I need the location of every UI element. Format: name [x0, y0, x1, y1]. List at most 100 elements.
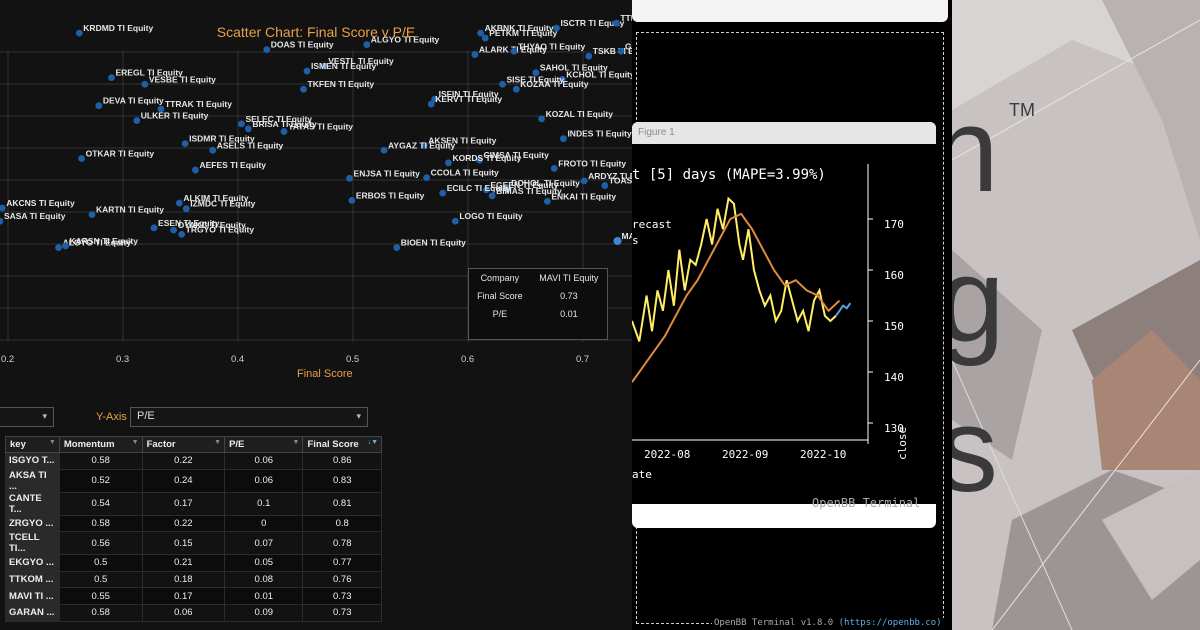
table-row[interactable]: AKSA TI ... 0.52 0.24 0.06 0.83 — [5, 468, 382, 493]
scatter-point[interactable] — [0, 217, 4, 225]
scatter-point[interactable] — [175, 199, 183, 207]
brand-letter: s — [952, 383, 998, 517]
table-row[interactable]: TCELL TI... 0.56 0.15 0.07 0.78 — [5, 531, 382, 556]
scatter-point[interactable] — [300, 85, 307, 93]
scatter-point[interactable] — [108, 74, 115, 82]
column-header-key[interactable]: key ▼ — [5, 436, 60, 453]
footer-link[interactable]: (https://openbb.co) — [838, 618, 942, 628]
table-cell-key: AKSA TI ... — [5, 468, 60, 493]
scatter-point[interactable] — [178, 231, 186, 238]
column-header-pe[interactable]: P/E ▼ — [224, 436, 304, 453]
scatter-point[interactable] — [303, 67, 311, 75]
scatter-point[interactable] — [88, 211, 96, 219]
scatter-point[interactable] — [431, 95, 439, 103]
scatter-point[interactable] — [613, 237, 622, 245]
scatter-point[interactable] — [192, 166, 199, 174]
scatter-point[interactable] — [209, 146, 217, 154]
scatter-point[interactable] — [477, 29, 485, 37]
y-axis-select[interactable]: P/E ▾ — [130, 407, 368, 427]
scatter-point[interactable] — [451, 217, 459, 225]
scatter-point[interactable] — [363, 41, 371, 49]
scatter-point[interactable] — [488, 192, 496, 200]
y-axis-label: Y-Axis — [96, 411, 127, 423]
table-cell: 0.58 — [58, 452, 143, 470]
scatter-point[interactable] — [617, 47, 625, 55]
scatter-point[interactable] — [558, 75, 566, 83]
scatter-point[interactable] — [0, 204, 6, 212]
point-label: LOGO TI Equity — [459, 211, 523, 221]
table-row[interactable]: ISGYO T... 0.58 0.22 0.06 0.86 — [5, 452, 382, 470]
scatter-point[interactable] — [280, 128, 288, 135]
point-label: AKSEN TI Equity — [428, 135, 496, 145]
scatter-point[interactable] — [181, 140, 189, 148]
point-label: SAHOL TI Equity — [540, 63, 608, 73]
scatter-point[interactable] — [580, 177, 588, 185]
point-label: CIMSA TI Equity — [484, 150, 550, 160]
table-row[interactable]: ZRGYO ... 0.58 0.22 0 0.8 — [5, 514, 382, 533]
scatter-point[interactable] — [532, 69, 540, 77]
scatter-point[interactable] — [55, 244, 62, 252]
scatter-point[interactable] — [538, 115, 545, 123]
x-tick-label: 0.6 — [461, 354, 474, 365]
scatter-point[interactable] — [244, 125, 252, 133]
scatter-point[interactable] — [423, 174, 430, 182]
scatter-point[interactable] — [550, 165, 558, 172]
table-cell-key: CANTE T... — [5, 491, 60, 516]
table-row[interactable]: GARAN ... 0.58 0.06 0.09 0.73 — [5, 603, 382, 622]
table-row[interactable]: TTKOM ... 0.5 0.18 0.08 0.76 — [5, 570, 382, 589]
plot-title: t [5] days (MAPE=3.99%) — [632, 167, 826, 183]
table-row[interactable]: MAVI TI ... 0.55 0.17 0.01 0.73 — [5, 587, 382, 605]
point-label: BIOEN TI Equity — [401, 238, 466, 248]
scatter-point[interactable] — [170, 226, 178, 234]
tooltip-row1-value: 0.73 — [560, 291, 578, 301]
column-header-final-score[interactable]: Final Score ↓▼ — [302, 436, 382, 453]
scatter-point[interactable] — [512, 85, 520, 93]
y-tick: 160 — [884, 269, 904, 282]
scatter-point[interactable] — [78, 155, 85, 162]
scatter-point[interactable] — [612, 19, 620, 27]
point-label: CCOLA TI Equity — [431, 168, 499, 178]
scatter-point[interactable] — [510, 47, 518, 55]
legend-item-2: s — [632, 234, 639, 247]
scatter-point[interactable] — [476, 156, 483, 164]
scatter-point[interactable] — [483, 186, 490, 194]
scatter-point[interactable] — [427, 100, 435, 108]
scatter-point[interactable] — [553, 24, 560, 32]
point-label: ISDMR TI Equity — [189, 134, 255, 144]
scatter-point[interactable] — [346, 174, 353, 182]
figure-titlebar[interactable]: Figure 1 — [632, 122, 936, 144]
scatter-point[interactable] — [471, 51, 479, 58]
point-label: BIMAS TI Equity — [496, 186, 562, 196]
scatter-point[interactable] — [95, 102, 103, 110]
table-cell: 0.73 — [302, 603, 382, 622]
scatter-point[interactable] — [585, 52, 593, 60]
scatter-point[interactable] — [420, 141, 428, 149]
scatter-point[interactable] — [62, 242, 69, 250]
column-header-factor[interactable]: Factor ▼ — [141, 436, 226, 453]
scatter-point[interactable] — [348, 197, 356, 204]
table-row[interactable]: CANTE T... 0.54 0.17 0.1 0.81 — [5, 491, 382, 516]
scatter-point[interactable] — [499, 80, 506, 88]
scatter-point[interactable] — [150, 224, 158, 232]
scatter-point[interactable] — [380, 146, 388, 154]
x-axis-select[interactable]: ▾ — [0, 407, 54, 427]
scatter-point[interactable] — [481, 34, 489, 42]
scatter-point[interactable] — [263, 46, 271, 53]
scatter-point[interactable] — [503, 184, 511, 192]
column-header-momentum[interactable]: Momentum ▼ — [58, 436, 143, 453]
scatter-point[interactable] — [133, 117, 141, 124]
table-row[interactable]: EKGYO ... 0.5 0.21 0.05 0.77 — [5, 554, 382, 572]
scatter-point[interactable] — [601, 182, 609, 189]
scatter-point[interactable] — [157, 105, 165, 113]
scatter-point[interactable] — [393, 244, 401, 252]
scatter-point[interactable] — [182, 205, 190, 213]
tooltip-row1-label: Final Score — [477, 291, 523, 301]
scatter-point[interactable] — [445, 159, 452, 167]
scatter-point[interactable] — [238, 120, 245, 128]
scatter-point[interactable] — [543, 198, 551, 205]
scatter-point[interactable] — [141, 80, 149, 88]
scatter-point[interactable] — [75, 29, 83, 37]
scatter-point[interactable] — [560, 135, 567, 143]
scatter-point[interactable] — [320, 62, 328, 70]
scatter-point[interactable] — [439, 189, 447, 197]
